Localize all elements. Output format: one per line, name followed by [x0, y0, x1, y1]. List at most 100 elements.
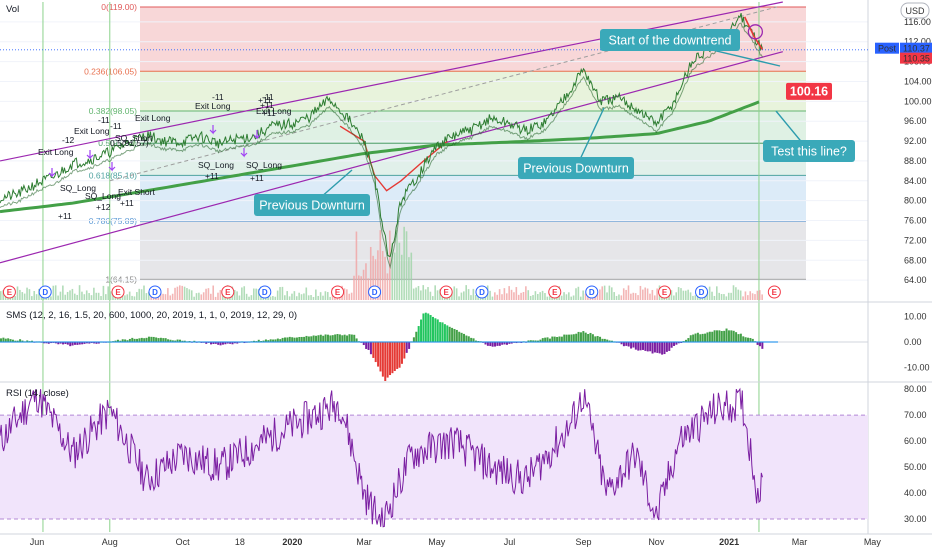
- signal-label: +11: [58, 211, 72, 221]
- sms-bar: [140, 337, 143, 342]
- sms-bar: [4, 338, 7, 342]
- dividend-marker[interactable]: [368, 285, 382, 299]
- volume-bar: [59, 291, 62, 300]
- callout-test-this-line[interactable]: Test this line?: [763, 110, 855, 162]
- price-tick-label: 92.00: [904, 136, 927, 146]
- rsi-tick-label: 70.00: [904, 410, 927, 420]
- dividend-marker[interactable]: [148, 285, 162, 299]
- annotations[interactable]: Start of the downtrend Previous Downturn P…: [254, 29, 855, 216]
- volume-bar: [131, 295, 133, 300]
- volume-bar: [577, 286, 580, 300]
- sms-bar: [295, 337, 298, 342]
- sms-bar: [670, 342, 673, 348]
- sms-bar: [505, 342, 508, 345]
- volume-bar: [744, 291, 747, 300]
- callout-start-of-downtrend[interactable]: Start of the downtrend: [600, 29, 781, 67]
- volume-bar: [109, 291, 112, 300]
- volume-bar: [326, 292, 329, 300]
- volume-bar: [2, 290, 4, 300]
- volume-bar: [584, 293, 587, 300]
- sms-bar: [675, 342, 678, 345]
- sms-bar: [334, 334, 337, 342]
- sms-bar: [159, 337, 162, 342]
- volume-bar: [362, 269, 365, 300]
- signal-arrow: [240, 148, 248, 158]
- volume-bar: [467, 289, 470, 300]
- sms-bar: [601, 338, 604, 342]
- currency-button[interactable]: [900, 2, 930, 19]
- volume-bar: [627, 285, 630, 300]
- volume-bar: [618, 294, 620, 300]
- volume-bar: [147, 291, 150, 300]
- earnings-marker[interactable]: [221, 285, 235, 299]
- sms-bar: [236, 342, 239, 344]
- sms-bar: [59, 342, 62, 344]
- event-marker-label: E: [115, 288, 121, 297]
- volume-bar: [369, 246, 372, 300]
- volume-bar: [322, 295, 324, 300]
- event-marker-label: E: [444, 288, 450, 297]
- sms-bar: [453, 328, 456, 342]
- volume-bar: [159, 291, 162, 300]
- earnings-marker[interactable]: [111, 285, 125, 299]
- volume-bar: [291, 293, 293, 300]
- sms-bar: [606, 339, 609, 342]
- volume-bar: [735, 287, 737, 300]
- volume-bar: [727, 292, 730, 300]
- volume-bar: [372, 255, 374, 300]
- earnings-marker[interactable]: [548, 285, 562, 299]
- earnings-marker[interactable]: [439, 285, 453, 299]
- volume-bar: [677, 287, 680, 300]
- volume-bar: [358, 275, 360, 300]
- sms-bar: [491, 342, 494, 347]
- volume-bar: [653, 295, 656, 300]
- volume-bar: [546, 296, 549, 300]
- dividend-marker[interactable]: [585, 285, 599, 299]
- sms-bar: [374, 342, 377, 363]
- volume-bar: [632, 292, 635, 300]
- event-marker-label: E: [772, 288, 778, 297]
- volume-bar: [689, 292, 692, 300]
- sms-bar: [575, 333, 578, 342]
- sms-bar: [572, 334, 575, 342]
- volume-bar: [202, 292, 205, 300]
- sms-tick-label: 10.00: [904, 312, 927, 322]
- sms-bar: [324, 334, 327, 342]
- sms-bar: [167, 339, 170, 342]
- earnings-marker[interactable]: [658, 285, 672, 299]
- sms-bar: [19, 339, 22, 342]
- earnings-marker[interactable]: [767, 285, 781, 299]
- sms-bar: [446, 325, 449, 342]
- callout-previous-downturn-right[interactable]: Previous Downturn: [518, 107, 634, 179]
- dividend-marker[interactable]: [695, 285, 709, 299]
- volume-bar: [245, 293, 248, 300]
- last-price-tag: [900, 42, 932, 54]
- volume-bar: [255, 288, 257, 300]
- volume-bar: [694, 295, 697, 300]
- sms-bar: [307, 336, 310, 342]
- volume-bar: [190, 290, 193, 300]
- dividend-marker[interactable]: [258, 285, 272, 299]
- sms-bar: [305, 335, 308, 342]
- sms-bar: [293, 337, 296, 342]
- dividend-marker[interactable]: [475, 285, 489, 299]
- channel-upper-line: [0, 1, 783, 162]
- callout-text: Previous Downturn: [259, 199, 365, 213]
- volume-bar: [682, 290, 685, 300]
- sms-bar: [157, 338, 160, 342]
- sms-bar: [727, 330, 730, 342]
- volume-bar: [186, 288, 188, 300]
- earnings-marker[interactable]: [331, 285, 345, 299]
- dividend-marker[interactable]: [38, 285, 52, 299]
- sms-bar: [642, 342, 645, 350]
- sms-bar: [720, 331, 723, 342]
- sms-bar: [589, 332, 592, 342]
- price-badge: [786, 82, 832, 100]
- callout-previous-downturn-left[interactable]: Previous Downturn: [254, 169, 370, 216]
- volume-bar: [498, 289, 501, 300]
- volume-bar: [544, 293, 546, 300]
- earnings-marker[interactable]: [2, 285, 16, 299]
- signal-label: +12: [96, 202, 111, 212]
